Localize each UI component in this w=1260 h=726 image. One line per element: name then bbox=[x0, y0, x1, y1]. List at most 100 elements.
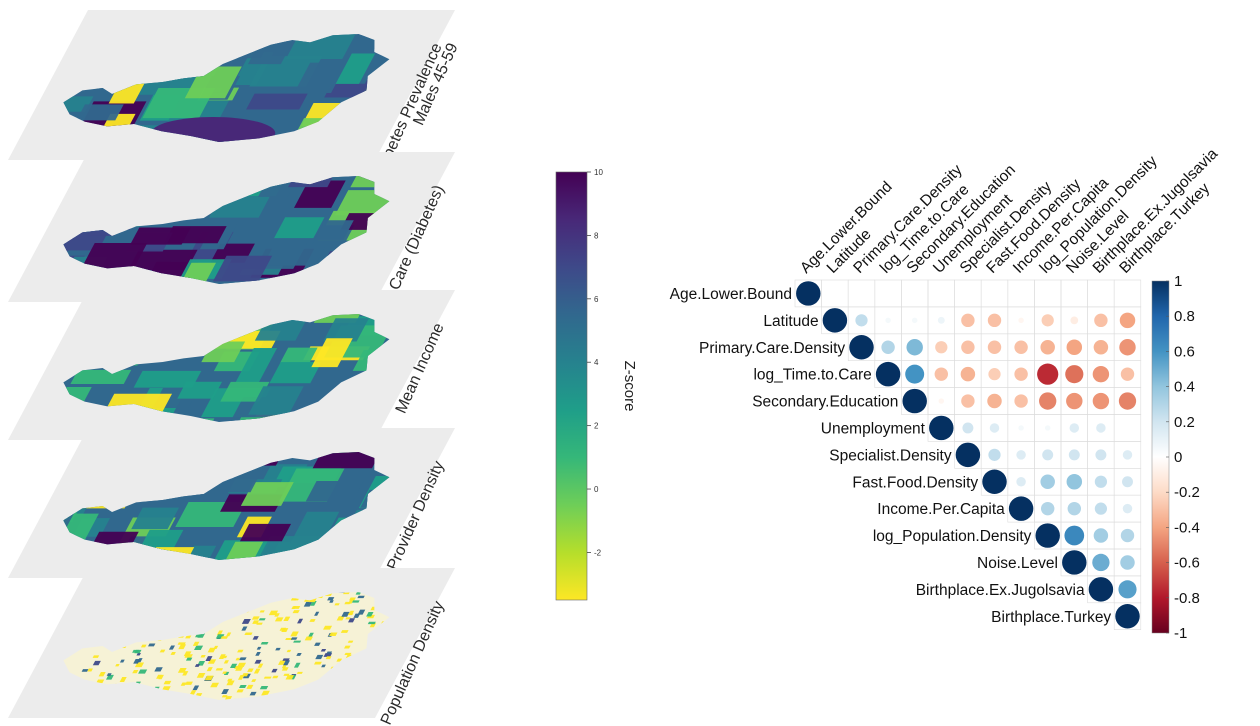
zscore-colorbar-gradient bbox=[555, 171, 588, 601]
correlation-circle bbox=[988, 368, 1001, 381]
correlation-cell bbox=[1113, 414, 1142, 442]
correlation-circle bbox=[1018, 425, 1024, 431]
correlation-circle bbox=[875, 361, 901, 387]
correlation-circle bbox=[911, 317, 918, 324]
zscore-tick-label: 0 bbox=[594, 485, 599, 494]
correlation-cell bbox=[874, 279, 902, 308]
correlation-circle bbox=[1044, 425, 1051, 431]
correlation-circle bbox=[1042, 449, 1054, 461]
correlation-row-label: Birthplace.Turkey bbox=[991, 609, 1111, 626]
correlation-circle bbox=[1065, 365, 1084, 384]
correlation-circle bbox=[885, 317, 891, 324]
correlation-circle bbox=[962, 422, 974, 434]
correlation-row-label: Primary.Care.Density bbox=[699, 340, 845, 357]
correlation-circle bbox=[906, 339, 923, 356]
correlation-colorbar-tick-label: 0.2 bbox=[1174, 414, 1195, 431]
correlation-circle bbox=[1120, 555, 1135, 570]
correlation-circle bbox=[988, 448, 1001, 461]
correlation-cell bbox=[1087, 279, 1115, 308]
zscore-tick-label: 4 bbox=[594, 358, 599, 367]
correlation-circle bbox=[1068, 449, 1080, 461]
zscore-tick-label: -2 bbox=[594, 548, 602, 557]
correlation-cell bbox=[1060, 279, 1088, 308]
correlation-cell bbox=[1034, 279, 1062, 308]
correlation-circle bbox=[987, 313, 1002, 328]
correlation-circle bbox=[1041, 314, 1054, 327]
correlation-circle bbox=[1092, 392, 1110, 410]
correlation-circle bbox=[961, 340, 975, 354]
correlation-circle bbox=[1040, 501, 1055, 516]
correlation-cell bbox=[847, 279, 876, 308]
map-layer: Care Provider Density bbox=[8, 428, 455, 609]
correlation-circle bbox=[1122, 503, 1133, 514]
correlation-circle bbox=[937, 316, 945, 324]
map-layer: Population Density bbox=[8, 568, 455, 726]
correlation-circle bbox=[960, 366, 976, 382]
correlation-circle bbox=[955, 442, 981, 468]
correlation-cell bbox=[1113, 279, 1142, 308]
correlation-circle bbox=[1118, 392, 1137, 410]
correlation-circle bbox=[1035, 523, 1060, 548]
correlation-cell bbox=[901, 279, 929, 308]
correlation-circle bbox=[796, 281, 821, 306]
map-layer: Time to Care (Diabetes) bbox=[8, 152, 455, 345]
correlation-circle bbox=[1018, 317, 1024, 324]
correlation-circle bbox=[1120, 528, 1135, 543]
correlation-circle bbox=[1040, 474, 1055, 489]
correlation-circle bbox=[1088, 577, 1114, 602]
correlation-column-labels: Age.Lower.BoundLatitudePrimary.Care.Dens… bbox=[797, 145, 1221, 277]
correlation-circle bbox=[1014, 340, 1028, 354]
correlation-colorbar-tick-label: 0.8 bbox=[1174, 308, 1195, 325]
correlation-circle bbox=[1120, 367, 1135, 381]
correlation-circle bbox=[905, 364, 925, 384]
correlation-circle bbox=[934, 367, 949, 381]
zscore-tick-label: 10 bbox=[594, 168, 603, 177]
correlation-cell bbox=[927, 279, 955, 308]
correlation-circle bbox=[961, 313, 975, 328]
correlation-colorbar-tick-label: 0.6 bbox=[1174, 343, 1195, 360]
correlation-cell bbox=[821, 279, 849, 308]
correlation-circle bbox=[881, 340, 895, 354]
correlation-cell bbox=[980, 279, 1009, 308]
correlation-circle bbox=[1070, 316, 1079, 325]
correlation-circle bbox=[849, 335, 874, 360]
correlation-circle bbox=[1039, 392, 1057, 410]
zscore-colorbar: 10 8 6 4 2 0 -2 Z-score bbox=[555, 168, 638, 601]
zscore-colorbar-ticks: 10 8 6 4 2 0 -2 bbox=[587, 168, 603, 557]
correlation-row-label: log_Population.Density bbox=[873, 528, 1032, 545]
correlation-circle bbox=[1014, 394, 1028, 408]
correlation-circle bbox=[855, 314, 868, 327]
correlation-circle bbox=[1066, 392, 1083, 410]
correlation-colorbar-tick-label: -0.8 bbox=[1174, 590, 1200, 607]
correlation-colorbar-tick-label: 1 bbox=[1174, 273, 1182, 290]
correlation-colorbar-tick-label: -0.6 bbox=[1174, 555, 1200, 572]
correlation-circle bbox=[1119, 312, 1136, 329]
map-layer: Mean Income bbox=[8, 290, 455, 440]
correlation-circle bbox=[1062, 550, 1087, 575]
correlation-circle bbox=[987, 340, 1002, 354]
correlation-circle bbox=[1067, 501, 1082, 516]
correlation-circle bbox=[1094, 475, 1108, 488]
correlation-circle bbox=[935, 341, 948, 354]
correlation-circle bbox=[987, 393, 1002, 409]
correlation-circle bbox=[1119, 339, 1136, 356]
correlation-circle bbox=[1040, 340, 1055, 355]
correlation-row-label: Income.Per.Capita bbox=[877, 501, 1005, 518]
correlation-colorbar-tick-label: -1 bbox=[1174, 625, 1187, 642]
correlation-circle bbox=[1037, 363, 1059, 385]
correlation-circle bbox=[1064, 525, 1085, 546]
correlation-row-label: Noise.Level bbox=[977, 555, 1058, 572]
correlation-circle bbox=[1093, 340, 1109, 355]
correlation-circle bbox=[1069, 423, 1080, 433]
correlation-colorbar: 1 0.8 0.6 0.4 0.2 0 -0.2 -0.4 -0.6 -0.8 -1 bbox=[1151, 273, 1200, 642]
correlation-circle bbox=[961, 394, 975, 408]
correlation-circle bbox=[1095, 449, 1107, 461]
correlation-row-label: Fast.Food.Density bbox=[852, 474, 978, 491]
zscore-tick-label: 8 bbox=[594, 231, 599, 240]
correlation-circle bbox=[1094, 502, 1108, 515]
correlation-colorbar-tick-label: 0.4 bbox=[1174, 379, 1195, 396]
correlation-row-label: Age.Lower.Bound bbox=[670, 286, 792, 303]
correlation-grid bbox=[794, 279, 1142, 630]
